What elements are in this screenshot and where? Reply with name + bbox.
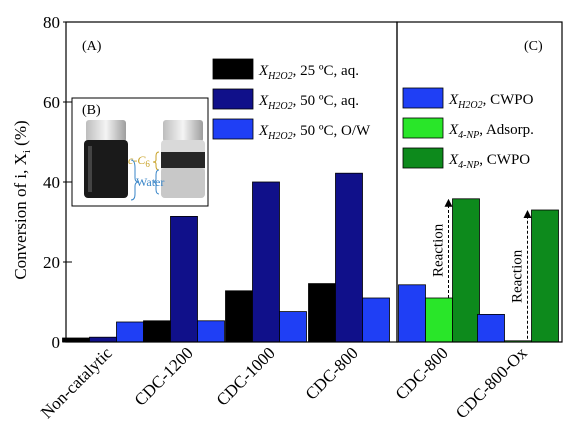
bar-h2o2_50aq-non-catalytic	[89, 336, 117, 343]
bar-np_cwpo-cdc-800	[452, 198, 480, 343]
y-tick-label: 60	[43, 93, 60, 112]
legend-panel-a: XH2O2, 25 ºC, aq. XH2O2, 50 ºC, aq. XH2O2,…	[212, 58, 371, 142]
legend-label-np_cwpo: X4-NP, CWPO	[448, 152, 530, 171]
bar-h2o2_cwpo-cdc-800	[398, 284, 426, 343]
legend-swatch-h2o2_25aq	[212, 58, 254, 80]
bar-np_adsorp-cdc-800	[425, 297, 453, 343]
reaction-label: Reaction	[431, 223, 447, 277]
y-tick-label: 40	[43, 173, 60, 192]
water-brace-left	[130, 159, 140, 201]
bar-h2o2_25aq-cdc-1000	[225, 290, 253, 343]
bar-h2o2_cwpo-cdc-800-ox	[477, 313, 505, 343]
bar-h2o2_25aq-cdc-800	[308, 283, 336, 343]
plot-frame-1	[396, 21, 563, 343]
category-label: CDC-800	[392, 343, 452, 403]
legend-label-np_adsorp: X4-NP, Adsorp.	[448, 122, 534, 141]
bar-h2o2_50aq-cdc-1000	[252, 181, 280, 343]
bar-h2o2_50ow-non-catalytic	[116, 321, 144, 343]
bars	[62, 172, 559, 343]
category-label: CDC-1200	[131, 343, 197, 409]
legend-swatch-h2o2_50ow	[212, 118, 254, 140]
legend-swatch-h2o2_50aq	[212, 88, 254, 110]
legend-label-h2o2_50ow: XH2O2, 50 ºC, O/W	[258, 123, 371, 142]
legend-panel-c: XH2O2, CWPO X4-NP, Adsorp. X4-NP, CWPO	[402, 87, 534, 171]
reaction-annotations: Reaction Reaction	[431, 198, 532, 339]
legend-label-h2o2_25aq: XH2O2, 25 ºC, aq.	[258, 63, 359, 82]
panel-label-b: (B)	[82, 103, 101, 118]
y-axis-label: Conversion of i, Xi (%)	[11, 120, 33, 279]
category-label: CDC-800	[302, 343, 362, 403]
y-tick-label: 20	[43, 253, 60, 272]
panel-label-c: (C)	[524, 39, 543, 54]
bar-h2o2_50ow-cdc-800	[362, 297, 390, 343]
category-label: CDC-800-Ox	[452, 343, 531, 422]
y-tick-label: 80	[43, 13, 60, 32]
category-label: Non-catalytic	[37, 343, 116, 422]
water-brace-right	[152, 169, 160, 195]
legend-swatch-np_adsorp	[402, 117, 444, 139]
plot-frames	[65, 21, 563, 343]
category-label: CDC-1000	[213, 343, 279, 409]
y-tick-labels: 0 20 40 60 80	[43, 13, 72, 352]
bar-h2o2_50aq-cdc-1200	[170, 215, 198, 343]
category-labels: Non-catalytic CDC-1200 CDC-1000 CDC-800 CDC-…	[37, 343, 531, 422]
c6-label: c-C6	[128, 153, 150, 169]
vial-right-image	[161, 120, 205, 198]
panel-label-a: (A)	[82, 39, 102, 54]
reaction-label: Reaction	[510, 249, 526, 303]
bar-np_cwpo-cdc-800-ox	[531, 209, 559, 343]
vial-left-image	[84, 120, 128, 198]
bar-h2o2_50aq-cdc-800	[335, 172, 363, 343]
water-label: Water	[136, 175, 164, 189]
legend-swatch-np_cwpo	[402, 147, 444, 169]
y-tick-label: 0	[52, 333, 61, 352]
legend-swatch-h2o2_cwpo	[402, 87, 444, 109]
legend-label-h2o2_cwpo: XH2O2, CWPO	[448, 92, 534, 111]
legend-label-h2o2_50aq: XH2O2, 50 ºC, aq.	[258, 93, 359, 112]
bar-h2o2_25aq-cdc-1200	[143, 320, 171, 343]
bar-h2o2_50ow-cdc-1200	[197, 320, 225, 343]
inset-photo: (B) c-C6 Water	[71, 97, 209, 207]
bar-h2o2_50ow-cdc-1000	[279, 311, 307, 343]
c6-brace	[152, 151, 160, 171]
